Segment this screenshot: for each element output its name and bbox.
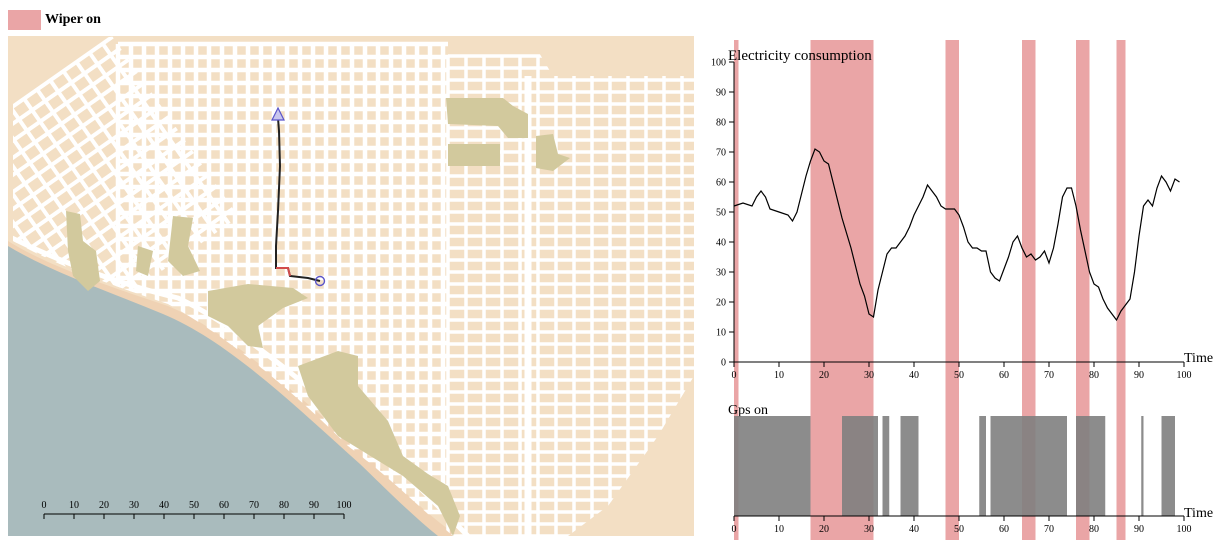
- y-tick-label: 60: [716, 178, 726, 189]
- x-tick-label: 50: [954, 524, 964, 535]
- parks: [66, 98, 570, 536]
- route-start-marker[interactable]: [271, 106, 285, 121]
- gps-on-bar: [1076, 416, 1106, 516]
- scale-tick-label: 10: [69, 500, 79, 511]
- wiper-band: [1076, 40, 1090, 540]
- x-tick-label: 20: [819, 370, 829, 381]
- scale-tick-label: 30: [129, 500, 139, 511]
- y-tick-label: 70: [716, 148, 726, 159]
- x-tick-label: 60: [999, 370, 1009, 381]
- scale-tick-label: 80: [279, 500, 289, 511]
- electricity-chart: Electricity consumption 0 10 20 30 40 50 60 70 8…: [711, 48, 1213, 381]
- park: [168, 216, 200, 276]
- park: [208, 284, 308, 348]
- y-tick-label: 30: [716, 268, 726, 279]
- wiper-band: [1116, 40, 1126, 540]
- electricity-series: [733, 148, 1180, 322]
- gps-on-bar: [990, 416, 1067, 516]
- sea: [8, 246, 438, 536]
- route-path: [275, 117, 321, 282]
- x-tick-label: 30: [864, 370, 874, 381]
- x-tick-label: 70: [1044, 370, 1054, 381]
- x-tick-label: 100: [1177, 524, 1192, 535]
- park: [536, 134, 570, 171]
- x-tick-label: 60: [999, 524, 1009, 535]
- scale-tick-label: 70: [249, 500, 259, 511]
- map-scale-bar: 0 10 20 30 40 50 60 70 80 90 100: [42, 500, 352, 519]
- x-tick-label: 0: [732, 370, 737, 381]
- wiper-bands: [734, 40, 1126, 540]
- x-tick-label: 20: [819, 524, 829, 535]
- electricity-y-axis: 0 10 20 30 40 50 60 70 80 90 100: [711, 58, 735, 369]
- wiper-band: [945, 40, 959, 540]
- y-tick-label: 0: [721, 358, 726, 369]
- road: [13, 58, 130, 188]
- x-tick-label: 0: [732, 524, 737, 535]
- scale-tick-label: 60: [219, 500, 229, 511]
- gps-x-axis: 0 10 20 30 40 50 60 70 80 90 100: [732, 515, 1192, 535]
- electricity-line: [733, 148, 1180, 322]
- park: [298, 351, 460, 536]
- road: [13, 46, 122, 177]
- scale-tick-label: 90: [309, 500, 319, 511]
- scale-tick-label: 50: [189, 500, 199, 511]
- x-tick-label: 10: [774, 524, 784, 535]
- gps-x-label: Time: [1184, 506, 1213, 521]
- x-tick-label: 90: [1134, 370, 1144, 381]
- scale-tick-label: 40: [159, 500, 169, 511]
- electricity-chart-title: Electricity consumption: [728, 48, 872, 64]
- y-tick-label: 90: [716, 88, 726, 99]
- route-end-marker[interactable]: [314, 275, 326, 287]
- wiper-band: [734, 40, 739, 540]
- legend-label: Wiper on: [45, 12, 101, 27]
- park: [446, 98, 528, 138]
- route: [271, 106, 326, 287]
- legend: Wiper on: [8, 10, 101, 30]
- gps-on-bar: [1161, 416, 1175, 516]
- park: [448, 144, 500, 166]
- city-map[interactable]: 0 10 20 30 40 50 60 70 80 90 100: [8, 36, 694, 536]
- x-tick-label: 80: [1089, 370, 1099, 381]
- legend-swatch: [8, 10, 41, 30]
- road: [13, 92, 154, 222]
- x-tick-label: 50: [954, 370, 964, 381]
- x-tick-label: 70: [1044, 524, 1054, 535]
- gps-on-bar: [842, 416, 878, 516]
- gps-on-bar: [979, 416, 986, 516]
- gps-chart-title: Gps on: [728, 403, 768, 418]
- charts-panel: Electricity consumption 0 10 20 30 40 50 60 70 8…: [711, 40, 1213, 540]
- park: [136, 246, 153, 276]
- electricity-x-label: Time: [1184, 351, 1213, 366]
- route-segment: [276, 267, 291, 277]
- scale-tick-label: 100: [337, 500, 352, 511]
- gps-on-bar: [734, 416, 811, 516]
- road: [13, 80, 146, 211]
- gps-on-bar: [900, 416, 919, 516]
- road: [13, 36, 114, 165]
- gps-bars: [734, 416, 1175, 516]
- scale-tick-label: 20: [99, 500, 109, 511]
- scale-tick-label: 0: [42, 500, 47, 511]
- y-tick-label: 80: [716, 118, 726, 129]
- y-tick-label: 10: [716, 328, 726, 339]
- x-tick-label: 10: [774, 370, 784, 381]
- y-tick-label: 20: [716, 298, 726, 309]
- x-tick-label: 40: [909, 370, 919, 381]
- y-tick-label: 100: [711, 58, 726, 69]
- park: [66, 211, 100, 291]
- gps-on-bar: [1141, 416, 1144, 516]
- road: [13, 115, 170, 245]
- x-tick-label: 80: [1089, 524, 1099, 535]
- y-tick-label: 40: [716, 238, 726, 249]
- electricity-x-axis: 0 10 20 30 40 50 60 70 80 90 100: [732, 361, 1192, 381]
- gps-chart: Gps on 0 10 20 30 40 50 60 70 80 90 100 Time: [728, 403, 1213, 535]
- x-tick-label: 90: [1134, 524, 1144, 535]
- road: [13, 69, 138, 199]
- wiper-band: [1022, 40, 1036, 540]
- y-tick-label: 50: [716, 208, 726, 219]
- gps-on-bar: [882, 416, 890, 516]
- x-tick-label: 30: [864, 524, 874, 535]
- x-tick-label: 100: [1177, 370, 1192, 381]
- x-tick-label: 40: [909, 524, 919, 535]
